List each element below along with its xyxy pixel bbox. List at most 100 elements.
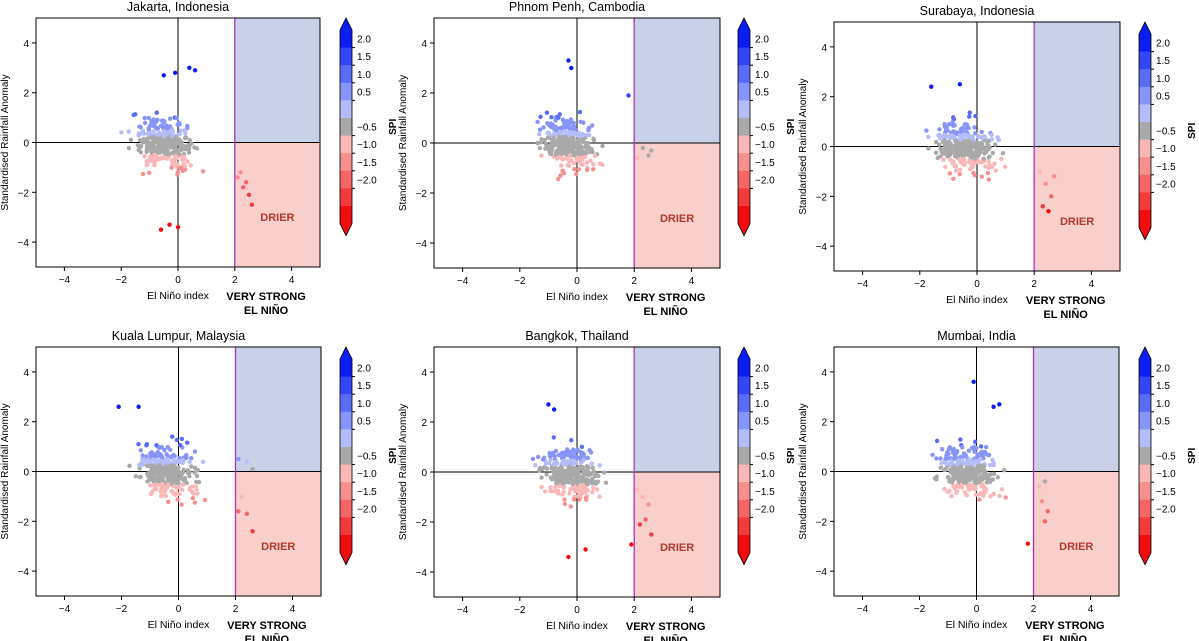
colorbar-segment	[738, 135, 750, 154]
scatter-point	[954, 484, 960, 489]
colorbar-segment	[1139, 122, 1151, 141]
scatter-point	[190, 495, 196, 501]
scatter-point	[568, 117, 574, 122]
scatter-point	[594, 487, 600, 492]
scatter-point	[962, 146, 967, 151]
scatter-point	[985, 170, 991, 176]
scatter-point	[576, 151, 582, 156]
scatter-point	[973, 113, 978, 119]
scatter-point	[154, 110, 159, 115]
scatter-point	[930, 452, 935, 458]
scatter-point	[188, 163, 194, 168]
y-tick-label: 0	[821, 143, 827, 154]
scatter-point	[250, 466, 255, 472]
scatter-point	[581, 154, 586, 160]
y-tick-label: 2	[821, 418, 827, 429]
scatter-point	[187, 65, 192, 71]
scatter-point	[551, 135, 557, 141]
colorbar-tick-label: 1.0	[755, 399, 769, 410]
scatter-point	[567, 153, 573, 158]
colorbar-segment	[1139, 464, 1151, 483]
x-tick-label: 0	[176, 604, 182, 615]
x-tick-label: 0	[974, 604, 980, 615]
y-tick-label: −2	[416, 189, 428, 200]
scatter-point	[178, 128, 183, 133]
scatter-point	[971, 462, 976, 468]
scatter-point	[971, 447, 977, 453]
scatter-point	[144, 463, 150, 469]
scatter-point	[179, 502, 184, 507]
scatter-point	[192, 145, 197, 150]
colorbar-segment	[738, 30, 750, 49]
colorbar-tick-label: −0.5	[357, 452, 377, 463]
scatter-point	[552, 131, 557, 136]
scatter-point	[164, 126, 170, 131]
wetter-region	[234, 18, 320, 143]
scatter-point	[571, 120, 576, 125]
scatter-point	[990, 150, 996, 156]
scatter-point	[181, 154, 186, 159]
colorbar-top-arrow	[1139, 22, 1151, 34]
scatter-point	[571, 161, 577, 166]
scatter-point	[634, 155, 640, 161]
scatter-point	[542, 137, 547, 143]
colorbar-segment	[340, 100, 352, 119]
colorbar-segment	[738, 65, 750, 84]
scatter-point	[140, 453, 145, 458]
x-tick-label: 4	[1089, 279, 1095, 290]
scatter-point	[1002, 164, 1008, 169]
scatter-point	[192, 465, 198, 471]
scatter-point	[136, 442, 141, 447]
colorbar-segment	[738, 206, 750, 225]
scatter-point	[936, 142, 942, 147]
scatter-point	[155, 117, 160, 123]
colorbar-segment	[1139, 51, 1151, 70]
scatter-point	[581, 120, 586, 125]
scatter-point	[972, 459, 978, 464]
scatter-point	[194, 479, 199, 485]
colorbar-segment	[340, 394, 352, 413]
scatter-point	[544, 110, 550, 115]
y-tick-label: −2	[816, 192, 828, 203]
scatter-point	[152, 163, 157, 168]
x-axis-label: El Niño index	[946, 619, 1009, 631]
colorbar: 2.0 1.5 1.0 0.5 −0.5 −1.0 −1.5 −2.0 SPI	[737, 346, 797, 566]
scatter-point	[940, 447, 945, 452]
scatter-point	[943, 460, 948, 465]
scatter-point	[576, 477, 582, 482]
scatter-point	[167, 139, 172, 144]
scatter-point	[169, 127, 175, 133]
scatter-point	[553, 480, 559, 486]
drier-label: DRIER	[261, 541, 295, 553]
colorbar-top-arrow	[1139, 347, 1151, 359]
scatter-point	[975, 140, 980, 146]
scatter-point	[560, 117, 566, 122]
scatter-point	[553, 448, 559, 454]
scatter-point	[967, 133, 972, 139]
scatter-point	[551, 407, 557, 412]
scatter-point	[178, 143, 183, 148]
scatter-point	[946, 447, 952, 452]
colorbar-tick-label: −1.5	[755, 158, 775, 169]
scatter-point	[975, 475, 980, 480]
y-tick-label: −4	[816, 567, 828, 578]
drier-region	[1033, 471, 1119, 596]
colorbar-outline	[339, 346, 353, 566]
x-tick-label: 2	[233, 604, 239, 615]
scatter-point	[957, 171, 962, 177]
x-tick-label: 2	[1031, 279, 1037, 290]
colorbar-top-arrow	[340, 18, 352, 30]
scatter-point	[584, 497, 589, 502]
x-tick-label: −2	[116, 604, 128, 615]
scatter-point	[579, 444, 585, 450]
scatter-point	[564, 156, 569, 161]
scatter-point	[933, 139, 939, 145]
scatter-point	[250, 529, 255, 534]
x-tick-label: 0	[574, 605, 580, 616]
scatter-point	[546, 460, 552, 466]
colorbar-tick-label: 0.5	[357, 416, 371, 427]
colorbar-outline	[1138, 346, 1152, 566]
scatter-point	[986, 155, 992, 160]
scatter-point	[995, 475, 1001, 480]
scatter-point	[966, 448, 972, 454]
